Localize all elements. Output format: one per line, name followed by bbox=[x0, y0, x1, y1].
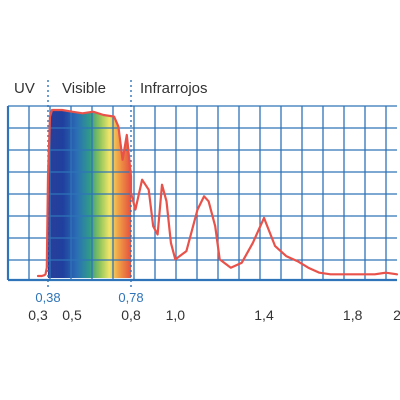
series-layer bbox=[36, 108, 399, 278]
region-label: Infrarrojos bbox=[140, 80, 208, 97]
x-tick-label: 1,4 bbox=[254, 307, 274, 323]
x-tick-label: 2 bbox=[393, 307, 400, 323]
x-tick-label: 0,3 bbox=[28, 307, 48, 323]
x-tick-labels: 0,3 0,5 0,8 1,0 1,4 1,8 2 0,38 0,78 bbox=[28, 290, 400, 323]
x-tick-label-highlight: 0,78 bbox=[118, 290, 143, 305]
region-label: Visible bbox=[62, 80, 106, 97]
x-tick-label-highlight: 0,38 bbox=[35, 290, 60, 305]
x-tick-label: 1,8 bbox=[343, 307, 363, 323]
axes bbox=[6, 106, 397, 282]
region-labels: UV Visible Infrarrojos bbox=[14, 80, 208, 97]
grid bbox=[7, 105, 397, 280]
region-label: UV bbox=[14, 80, 35, 97]
series-line bbox=[36, 108, 399, 278]
x-tick-label: 0,5 bbox=[62, 307, 82, 323]
x-tick-label: 0,8 bbox=[121, 307, 141, 323]
x-tick-label: 1,0 bbox=[166, 307, 186, 323]
